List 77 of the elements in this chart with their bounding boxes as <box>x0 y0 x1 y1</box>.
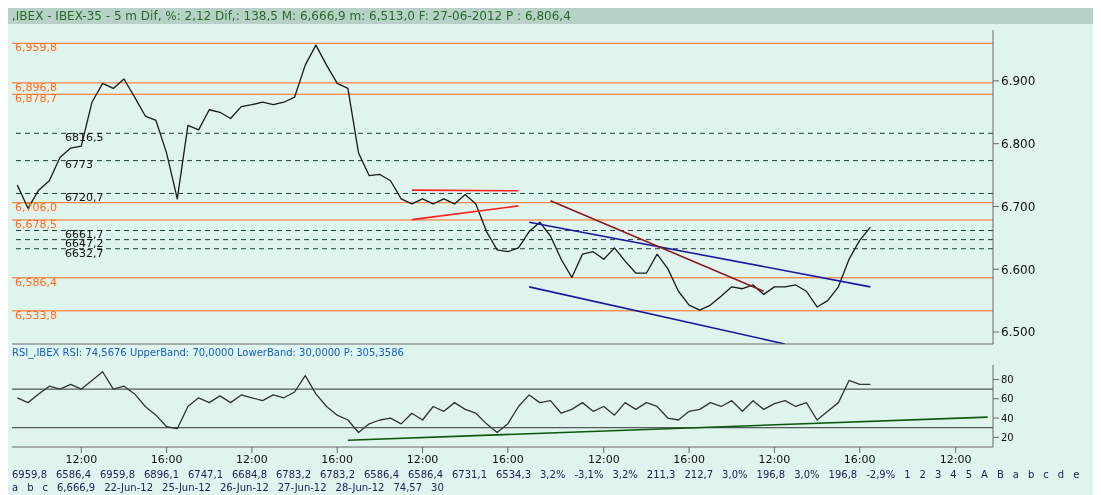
text: 22-Jun-12 <box>104 482 154 493</box>
x-tick-label: 12:00 <box>65 452 98 466</box>
y-tick-label: 20 <box>1001 431 1014 443</box>
text: 211,3 <box>646 469 676 480</box>
text: 3 <box>934 469 942 480</box>
ref-line-label: 6,959,8 <box>15 41 57 55</box>
text: 6,666,9 <box>57 482 96 493</box>
text: B <box>996 469 1004 480</box>
text: d <box>1057 469 1065 480</box>
text: 26-Jun-12 <box>219 482 269 493</box>
x-tick-label: 12:00 <box>758 452 791 466</box>
x-tick-label: 12:00 <box>587 452 620 466</box>
x-tick-label: 16:00 <box>150 452 183 466</box>
text: -3,1% <box>574 469 604 480</box>
text: 6586,4 <box>364 469 399 480</box>
ref-line-label: 6773 <box>65 158 93 172</box>
chart-title: RSI_,IBEX RSI: 74,5676 UpperBand: 70,0000 LowerBand: 30,0000 P: 305,3586 <box>8 346 1093 359</box>
text: 212,7 <box>684 469 714 480</box>
text: 3,0% <box>722 469 748 480</box>
x-tick-label: 12:00 <box>236 452 268 466</box>
ref-line-label: 6720,7 <box>65 191 104 205</box>
y-tick-label: 6.500 <box>1001 325 1036 340</box>
ref-line-label: 6,878,7 <box>15 92 57 106</box>
text: 27-Jun-12 <box>277 482 327 493</box>
text: 6783,2 <box>320 469 355 480</box>
ref-line-label: 6,533,8 <box>15 308 57 322</box>
ref-line-label: 6,678,5 <box>15 217 57 231</box>
y-tick-label: 6.600 <box>1001 262 1036 277</box>
text: a <box>12 482 19 493</box>
text: 3,2% <box>612 469 638 480</box>
text: 1 <box>904 469 911 480</box>
text: 3,0% <box>794 469 820 480</box>
text: 2 <box>919 469 926 480</box>
y-tick-label: 6.700 <box>1001 199 1036 214</box>
text: 6534,3 <box>496 469 531 480</box>
text: 5 <box>965 469 973 480</box>
text: a <box>1012 469 1019 480</box>
text: 6684,8 <box>232 469 267 480</box>
text: 74,57 <box>393 482 423 493</box>
ref-line-label: 6,706,0 <box>15 200 57 214</box>
text: 28-Jun-12 <box>335 482 385 493</box>
ref-line-label: 6,896,8 <box>15 80 57 94</box>
y-tick-label: 40 <box>1001 412 1014 424</box>
text: 6731,1 <box>452 469 487 480</box>
text: 6959,8 <box>100 469 135 480</box>
text: e <box>1073 469 1080 480</box>
text: c <box>42 482 48 493</box>
text: -2,9% <box>866 469 896 480</box>
x-tick-label: 16:00 <box>491 452 524 466</box>
text: 6586,4 <box>56 469 91 480</box>
text: 6896,1 <box>144 469 179 480</box>
text: 6959,8 <box>12 469 47 480</box>
y-tick-label: 80 <box>1001 374 1014 386</box>
text: 6783,2 <box>276 469 311 480</box>
chart-title: ,IBEX - IBEX-35 - 5 m Dif, %: 2,12 Dif,: 138,5 M: 6,666,9 m: 6,513,0 F: 27-06-2012 P : 6,806,4 <box>8 8 1093 24</box>
text: 196,8 <box>756 469 786 480</box>
text: c <box>1043 469 1049 480</box>
text: 30 <box>431 482 444 493</box>
x-tick-label: 12:00 <box>406 452 439 466</box>
x-tick-label: 16:00 <box>843 452 876 466</box>
line-series <box>16 44 872 311</box>
text: b <box>1027 469 1035 480</box>
text: 6586,4 <box>408 469 443 480</box>
y-tick-label: 6.900 <box>1001 74 1036 89</box>
text: b <box>27 482 34 493</box>
text: 4 <box>950 469 957 480</box>
y-tick-label: 6.800 <box>1001 136 1036 151</box>
text: 196,8 <box>828 469 858 480</box>
y-tick-label: 60 <box>1001 393 1014 405</box>
x-tick-label: 16:00 <box>321 452 354 466</box>
x-tick-label: 12:00 <box>939 452 972 466</box>
text: 6747,1 <box>188 469 223 480</box>
text: A <box>981 469 988 480</box>
x-tick-label: 16:00 <box>673 452 705 466</box>
text: 3,2% <box>540 469 566 480</box>
text: 25-Jun-12 <box>162 482 211 493</box>
ref-line-label: 6,586,4 <box>15 275 57 289</box>
